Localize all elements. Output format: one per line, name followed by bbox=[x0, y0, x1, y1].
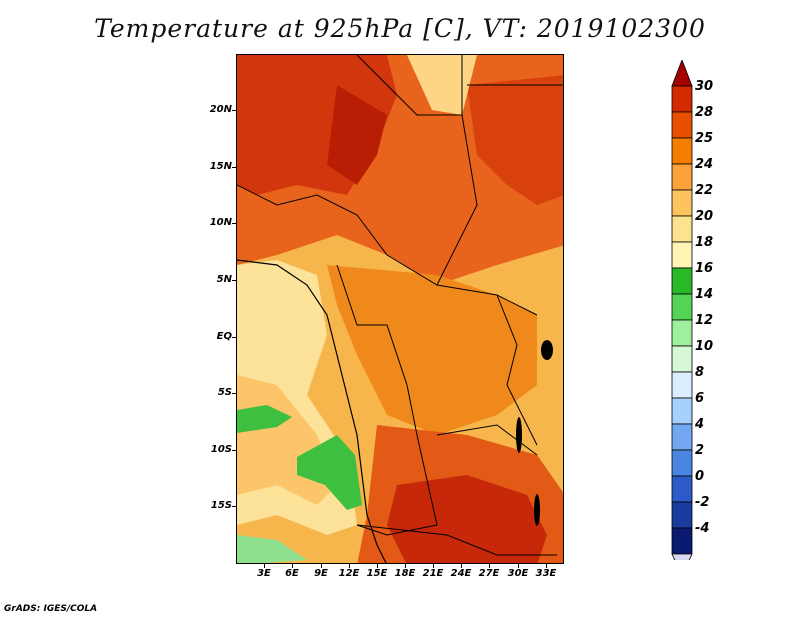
colorbar-label: 24 bbox=[695, 157, 714, 172]
field-green-patch-north bbox=[237, 405, 292, 433]
colorbar-label: 0 bbox=[695, 469, 705, 484]
lat-tick bbox=[232, 110, 236, 111]
lon-label-30e: 30E bbox=[507, 568, 529, 579]
lat-tick bbox=[232, 393, 236, 394]
colorbar-segment bbox=[671, 449, 693, 477]
colorbar-segment bbox=[671, 189, 693, 217]
colorbar-segment bbox=[671, 85, 693, 113]
colorbar-label: 28 bbox=[695, 105, 714, 120]
lat-label-5n: 5N bbox=[216, 274, 232, 285]
colorbar-segment bbox=[671, 163, 693, 191]
lon-label-33e: 33E bbox=[535, 568, 557, 579]
colorbar-segment bbox=[671, 319, 693, 347]
colorbar-label: 14 bbox=[695, 287, 714, 302]
field-south-hot bbox=[387, 475, 547, 563]
lon-label-12e: 12E bbox=[338, 568, 360, 579]
lon-tick bbox=[264, 564, 265, 568]
colorbar-segment bbox=[671, 215, 693, 243]
lon-tick bbox=[461, 564, 462, 568]
lon-label-24e: 24E bbox=[450, 568, 472, 579]
colorbar-bottom-arrow bbox=[671, 553, 693, 560]
colorbar-label: 16 bbox=[695, 261, 714, 276]
colorbar-label: 20 bbox=[695, 209, 714, 224]
field-sudan-hot bbox=[467, 75, 563, 205]
colorbar-segment bbox=[671, 475, 693, 503]
colorbar-label: -2 bbox=[695, 495, 710, 510]
lon-tick bbox=[292, 564, 293, 568]
lon-label-15e: 15E bbox=[366, 568, 388, 579]
field-green-patch-south bbox=[297, 435, 362, 510]
colorbar-segment bbox=[671, 267, 693, 295]
colorbar-segment bbox=[671, 527, 693, 555]
lon-tick bbox=[489, 564, 490, 568]
colorbar-label: 4 bbox=[695, 417, 705, 432]
colorbar bbox=[671, 60, 693, 560]
colorbar-label: 25 bbox=[695, 131, 714, 146]
lat-label-20n: 20N bbox=[209, 104, 232, 115]
colorbar-label: 18 bbox=[695, 235, 714, 250]
lat-tick bbox=[232, 506, 236, 507]
lat-tick bbox=[232, 280, 236, 281]
colorbar-segment bbox=[671, 293, 693, 321]
lon-label-18e: 18E bbox=[394, 568, 416, 579]
lon-label-9e: 9E bbox=[314, 568, 328, 579]
lat-tick bbox=[232, 167, 236, 168]
colorbar-top-arrow bbox=[671, 60, 693, 87]
colorbar-label: -4 bbox=[695, 521, 710, 536]
colorbar-label: 12 bbox=[695, 313, 714, 328]
colorbar-segment bbox=[671, 501, 693, 529]
lon-label-3e: 3E bbox=[257, 568, 271, 579]
lon-label-21e: 21E bbox=[422, 568, 444, 579]
chart-title: Temperature at 925hPa [C], VT: 201910230… bbox=[94, 14, 706, 43]
country-borders bbox=[237, 55, 563, 556]
coastline bbox=[237, 259, 387, 563]
lat-label-5s: 5S bbox=[217, 387, 232, 398]
colorbar-segment bbox=[671, 241, 693, 269]
field-congo-warm bbox=[327, 265, 537, 435]
grads-credit: GrADS: IGES/COLA bbox=[4, 604, 98, 614]
lon-tick bbox=[377, 564, 378, 568]
colorbar-segment bbox=[671, 397, 693, 425]
colorbar-segment bbox=[671, 137, 693, 165]
lat-tick bbox=[232, 450, 236, 451]
lat-label-10n: 10N bbox=[209, 217, 232, 228]
temperature-field bbox=[237, 55, 563, 563]
colorbar-label: 6 bbox=[695, 391, 705, 406]
colorbar-label: 8 bbox=[695, 365, 705, 380]
field-sahara-core bbox=[327, 85, 387, 185]
colorbar-segment bbox=[671, 345, 693, 373]
field-green-corner bbox=[237, 535, 307, 563]
map-panel bbox=[236, 54, 564, 564]
lat-label-eq: EQ bbox=[216, 331, 232, 342]
lat-label-10s: 10S bbox=[210, 444, 232, 455]
colorbar-label: 30 bbox=[695, 79, 714, 94]
lat-tick bbox=[232, 223, 236, 224]
lat-label-15n: 15N bbox=[209, 161, 232, 172]
colorbar-segment bbox=[671, 111, 693, 139]
lakes bbox=[516, 340, 553, 526]
lat-tick bbox=[232, 337, 236, 338]
colorbar-segment bbox=[671, 371, 693, 399]
lat-label-15s: 15S bbox=[210, 500, 232, 511]
lon-tick bbox=[433, 564, 434, 568]
lon-tick bbox=[349, 564, 350, 568]
colorbar-label: 10 bbox=[695, 339, 714, 354]
lon-tick bbox=[518, 564, 519, 568]
colorbar-label: 2 bbox=[695, 443, 705, 458]
colorbar-label: 22 bbox=[695, 183, 714, 198]
lon-label-6e: 6E bbox=[285, 568, 299, 579]
lon-tick bbox=[321, 564, 322, 568]
lon-tick bbox=[546, 564, 547, 568]
colorbar-segment bbox=[671, 423, 693, 451]
lon-tick bbox=[405, 564, 406, 568]
field-libya-cool bbox=[407, 55, 477, 115]
lon-label-27e: 27E bbox=[478, 568, 500, 579]
